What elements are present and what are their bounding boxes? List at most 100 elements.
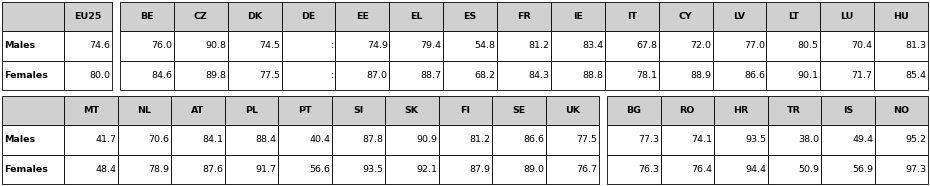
Text: AT: AT — [192, 106, 205, 115]
Bar — [874, 155, 928, 184]
Bar — [174, 31, 228, 61]
Text: PL: PL — [245, 106, 258, 115]
Bar — [278, 125, 331, 155]
Bar — [278, 155, 331, 184]
Bar — [64, 155, 117, 184]
Text: 78.9: 78.9 — [149, 165, 169, 174]
Text: 91.7: 91.7 — [256, 165, 276, 174]
Text: 74.6: 74.6 — [89, 41, 111, 51]
Bar — [278, 96, 331, 125]
Bar — [2, 31, 64, 61]
Bar — [660, 125, 714, 155]
Text: 80.5: 80.5 — [798, 41, 818, 51]
Bar — [658, 61, 712, 90]
Text: FI: FI — [460, 106, 471, 115]
Bar — [282, 31, 336, 61]
Bar — [712, 61, 766, 90]
Text: 94.4: 94.4 — [745, 165, 766, 174]
Text: TR: TR — [788, 106, 801, 115]
Bar — [551, 2, 604, 31]
Text: 95.2: 95.2 — [906, 135, 926, 145]
Bar — [551, 31, 604, 61]
Bar — [2, 155, 64, 184]
Bar — [660, 96, 714, 125]
Bar — [546, 96, 599, 125]
Bar — [497, 2, 551, 31]
Text: 67.8: 67.8 — [636, 41, 658, 51]
Text: ES: ES — [463, 12, 477, 21]
Text: HR: HR — [733, 106, 749, 115]
Text: 84.3: 84.3 — [528, 71, 550, 80]
Bar — [224, 125, 278, 155]
Bar — [171, 96, 224, 125]
Bar — [282, 61, 336, 90]
Bar — [607, 155, 660, 184]
Text: 70.6: 70.6 — [149, 135, 169, 145]
Text: DE: DE — [301, 12, 315, 21]
Text: CZ: CZ — [194, 12, 207, 21]
Text: 85.4: 85.4 — [906, 71, 926, 80]
Text: 49.4: 49.4 — [852, 135, 873, 145]
Text: Males: Males — [5, 135, 35, 145]
Text: 81.2: 81.2 — [470, 135, 490, 145]
Text: 79.4: 79.4 — [420, 41, 442, 51]
Text: RO: RO — [680, 106, 695, 115]
Text: IT: IT — [627, 12, 637, 21]
Bar — [385, 155, 439, 184]
Text: 78.1: 78.1 — [636, 71, 658, 80]
Bar — [444, 2, 497, 31]
Bar — [551, 61, 604, 90]
Bar — [767, 125, 821, 155]
Bar — [821, 96, 874, 125]
Text: 68.2: 68.2 — [474, 71, 496, 80]
Bar — [767, 96, 821, 125]
Text: 90.8: 90.8 — [206, 41, 226, 51]
Text: 88.9: 88.9 — [690, 71, 711, 80]
Bar — [385, 125, 439, 155]
Bar — [607, 96, 660, 125]
Bar — [604, 2, 658, 31]
Text: 87.6: 87.6 — [202, 165, 223, 174]
Text: :: : — [331, 71, 334, 80]
Bar — [64, 96, 117, 125]
Bar — [874, 96, 928, 125]
Bar — [390, 31, 444, 61]
Text: HU: HU — [893, 12, 909, 21]
Text: EE: EE — [356, 12, 369, 21]
Text: 81.2: 81.2 — [528, 41, 550, 51]
Text: FR: FR — [517, 12, 531, 21]
Text: 81.3: 81.3 — [906, 41, 926, 51]
Text: 76.3: 76.3 — [638, 165, 659, 174]
Text: LT: LT — [788, 12, 799, 21]
Text: BE: BE — [140, 12, 153, 21]
Bar — [820, 31, 874, 61]
Bar — [492, 125, 546, 155]
Text: 88.4: 88.4 — [256, 135, 276, 145]
Bar — [604, 61, 658, 90]
Bar — [228, 61, 282, 90]
Text: 48.4: 48.4 — [95, 165, 116, 174]
Bar — [714, 155, 767, 184]
Bar — [228, 31, 282, 61]
Bar — [336, 2, 390, 31]
Text: EU25: EU25 — [74, 12, 101, 21]
Bar — [820, 2, 874, 31]
Bar — [712, 2, 766, 31]
Bar — [224, 155, 278, 184]
Bar — [336, 61, 390, 90]
Text: 74.5: 74.5 — [259, 41, 280, 51]
Text: BG: BG — [626, 106, 642, 115]
Bar — [228, 2, 282, 31]
Text: LU: LU — [841, 12, 854, 21]
Bar — [390, 61, 444, 90]
Bar — [604, 31, 658, 61]
Text: 70.4: 70.4 — [852, 41, 872, 51]
Text: 86.6: 86.6 — [744, 71, 764, 80]
Text: 76.7: 76.7 — [577, 165, 597, 174]
Bar — [120, 61, 174, 90]
Bar — [120, 31, 174, 61]
Text: 40.4: 40.4 — [309, 135, 330, 145]
Bar — [2, 96, 64, 125]
Text: 77.0: 77.0 — [744, 41, 764, 51]
Text: 41.7: 41.7 — [95, 135, 116, 145]
